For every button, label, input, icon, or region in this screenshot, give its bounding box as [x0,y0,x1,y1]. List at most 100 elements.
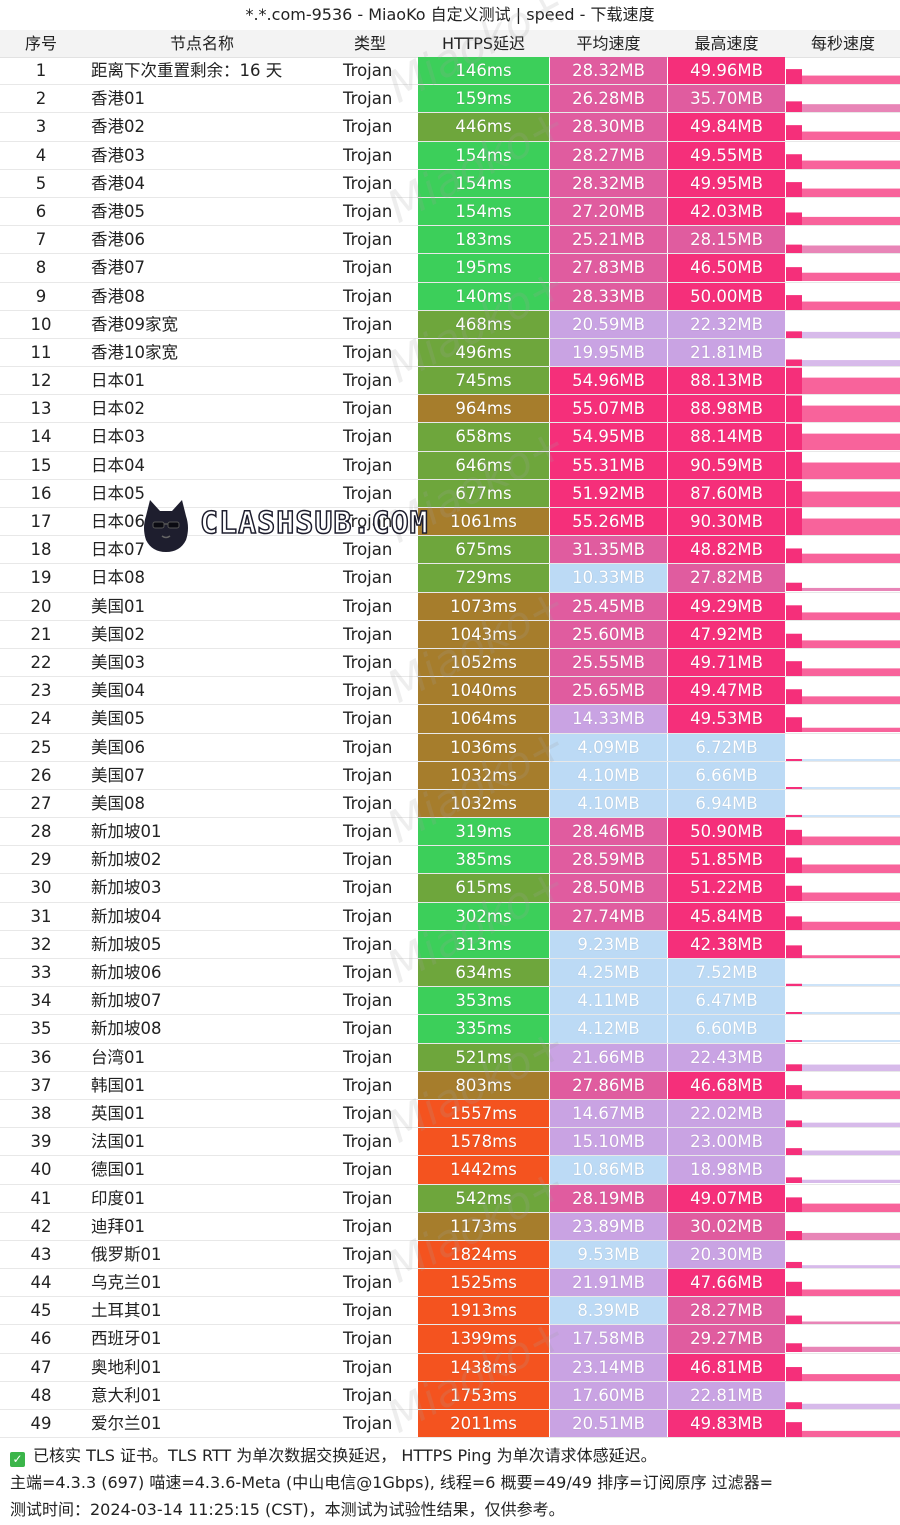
row-avg-speed: 9.53MB [550,1240,667,1269]
sparkline-avg-bar [802,1265,900,1268]
header-avg-speed[interactable]: 平均速度 [576,34,641,53]
table-row[interactable]: 26 美国07 Trojan 1032ms 4.10MB 6.66MB [0,761,900,790]
row-node-name: 香港05 [91,201,145,221]
row-https-latency: 302ms [418,902,549,930]
sparkline-avg-bar [802,1321,900,1325]
header-type[interactable]: 类型 [353,34,386,53]
sparkline-peak-bar [786,1281,802,1297]
row-per-second-sparkline [786,367,900,395]
row-max-speed: 49.95MB [668,169,785,197]
table-row[interactable]: 4 香港03 Trojan 154ms 28.27MB 49.55MB [0,141,900,170]
table-row[interactable]: 6 香港05 Trojan 154ms 27.20MB 42.03MB [0,197,900,227]
table-row[interactable]: 45 土耳其01 Trojan 1913ms 8.39MB 28.27MB [0,1297,900,1326]
row-index: 49 [30,1414,52,1433]
table-row[interactable]: 8 香港07 Trojan 195ms 27.83MB 46.50MB [0,254,900,283]
table-row[interactable]: 38 英国01 Trojan 1557ms 14.67MB 22.02MB [0,1099,900,1129]
sparkline-peak-bar [786,1120,802,1127]
table-row[interactable]: 13 日本02 Trojan 964ms 55.07MB 88.98MB [0,395,900,424]
table-row[interactable]: 49 爱尔兰01 Trojan 2011ms 20.51MB 49.83MB [0,1410,900,1439]
table-row[interactable]: 28 新加坡01 Trojan 319ms 28.46MB 50.90MB [0,818,900,847]
table-row[interactable]: 34 新加坡07 Trojan 353ms 4.11MB 6.47MB [0,987,900,1016]
row-node-name: 新加坡01 [91,822,162,842]
table-row[interactable]: 21 美国02 Trojan 1043ms 25.60MB 47.92MB [0,620,900,649]
row-index: 20 [30,596,52,616]
header-https-latency[interactable]: HTTPS延迟 [441,34,526,53]
header-per-second-speed[interactable]: 每秒速度 [810,34,875,53]
table-row[interactable]: 1 距离下次重置剩余：16 天 Trojan 146ms 28.32MB 49.96MB [0,57,900,86]
sparkline-avg-bar [802,1090,900,1099]
table-row[interactable]: 32 新加坡05 Trojan 313ms 9.23MB 42.38MB [0,930,900,959]
table-row[interactable]: 37 韩国01 Trojan 803ms 27.86MB 46.68MB [0,1071,900,1100]
table-row[interactable]: 47 奥地利01 Trojan 1438ms 23.14MB 46.81MB [0,1353,900,1382]
table-row[interactable]: 9 香港08 Trojan 140ms 28.33MB 50.00MB [0,282,900,311]
table-row[interactable]: 25 美国06 Trojan 1036ms 4.09MB 6.72MB [0,733,900,762]
row-https-latency: 195ms [418,254,549,282]
table-row[interactable]: 5 香港04 Trojan 154ms 28.32MB 49.95MB [0,169,900,198]
row-per-second-sparkline [786,508,900,535]
table-row[interactable]: 35 新加坡08 Trojan 335ms 4.12MB 6.60MB [0,1015,900,1044]
sparkline-avg-bar [802,462,900,479]
row-index: 23 [30,681,52,701]
footer-tls-note: 已核实 TLS 证书。TLS RTT 为单次数据交换延迟， HTTPS Ping… [33,1446,657,1465]
table-row[interactable]: 31 新加坡04 Trojan 302ms 27.74MB 45.84MB [0,902,900,931]
sparkline-avg-bar [802,216,900,225]
row-type: Trojan [343,793,393,813]
row-index: 31 [30,906,52,926]
row-index: 30 [30,878,52,898]
row-max-speed: 47.66MB [668,1269,785,1297]
row-node-name: 印度01 [91,1188,145,1208]
table-row[interactable]: 41 印度01 Trojan 542ms 28.19MB 49.07MB [0,1184,900,1213]
row-index: 7 [35,230,47,250]
row-index: 8 [35,258,47,278]
header-max-speed[interactable]: 最高速度 [694,34,759,53]
table-row[interactable]: 16 日本05 Trojan 677ms 51.92MB 87.60MB [0,479,900,508]
row-index: 32 [30,934,52,954]
table-row[interactable]: 3 香港02 Trojan 446ms 28.30MB 49.84MB [0,113,900,142]
table-row[interactable]: 20 美国01 Trojan 1073ms 25.45MB 49.29MB [0,592,900,621]
table-row[interactable]: 46 西班牙01 Trojan 1399ms 17.58MB 29.27MB [0,1325,900,1354]
row-avg-speed: 28.33MB [550,282,667,310]
row-node-name: 新加坡07 [91,991,162,1011]
table-row[interactable]: 22 美国03 Trojan 1052ms 25.55MB 49.71MB [0,648,900,678]
table-row[interactable]: 14 日本03 Trojan 658ms 54.95MB 88.14MB [0,423,900,452]
row-max-speed: 90.59MB [668,451,785,479]
table-row[interactable]: 18 日本07 Trojan 675ms 31.35MB 48.82MB [0,536,900,565]
row-index: 18 [30,540,52,560]
table-row[interactable]: 36 台湾01 Trojan 521ms 21.66MB 22.43MB [0,1043,900,1072]
table-row[interactable]: 24 美国05 Trojan 1064ms 14.33MB 49.53MB [0,705,900,734]
sparkline-peak-bar [786,331,802,338]
table-row[interactable]: 43 俄罗斯01 Trojan 1824ms 9.53MB 20.30MB [0,1240,900,1270]
row-node-name: 美国04 [91,681,145,701]
table-row[interactable]: 15 日本04 Trojan 646ms 55.31MB 90.59MB [0,451,900,480]
table-row[interactable]: 27 美国08 Trojan 1032ms 4.10MB 6.94MB [0,789,900,819]
row-max-speed: 6.47MB [668,987,785,1015]
table-row[interactable]: 30 新加坡03 Trojan 615ms 28.50MB 51.22MB [0,874,900,903]
row-per-second-sparkline [786,677,900,705]
table-row[interactable]: 23 美国04 Trojan 1040ms 25.65MB 49.47MB [0,677,900,706]
header-index[interactable]: 序号 [24,34,57,53]
row-index: 11 [30,342,52,362]
row-https-latency: 1043ms [418,620,549,648]
table-row[interactable]: 44 乌克兰01 Trojan 1525ms 21.91MB 47.66MB [0,1269,900,1298]
row-type: Trojan [343,709,393,729]
table-row[interactable]: 11 香港10家宽 Trojan 496ms 19.95MB 21.81MB [0,338,900,368]
table-row[interactable]: 10 香港09家宽 Trojan 468ms 20.59MB 22.32MB [0,310,900,339]
header-node-name[interactable]: 节点名称 [169,34,234,53]
table-row[interactable]: 33 新加坡06 Trojan 634ms 4.25MB 7.52MB [0,959,900,988]
table-row[interactable]: 29 新加坡02 Trojan 385ms 28.59MB 51.85MB [0,846,900,875]
table-row[interactable]: 39 法国01 Trojan 1578ms 15.10MB 23.00MB [0,1128,900,1157]
table-row[interactable]: 7 香港06 Trojan 183ms 25.21MB 28.15MB [0,226,900,255]
sparkline-avg-bar [802,728,900,733]
sparkline-avg-bar [802,405,900,423]
table-row[interactable]: 2 香港01 Trojan 159ms 26.28MB 35.70MB [0,85,900,114]
table-row[interactable]: 40 德国01 Trojan 1442ms 10.86MB 18.98MB [0,1156,900,1185]
table-row[interactable]: 19 日本08 Trojan 729ms 10.33MB 27.82MB [0,564,900,593]
sparkline-peak-bar [786,814,802,817]
table-row[interactable]: 48 意大利01 Trojan 1753ms 17.60MB 22.81MB [0,1381,900,1410]
table-row[interactable]: 17 日本06 Trojan 1061ms 55.26MB 90.30MB [0,508,900,537]
table-row[interactable]: 12 日本01 Trojan 745ms 54.96MB 88.13MB [0,367,900,396]
table-row[interactable]: 42 迪拜01 Trojan 1173ms 23.89MB 30.02MB [0,1212,900,1241]
sparkline-peak-bar [786,829,802,846]
footer-line-time: 测试时间：2024-03-14 11:25:15 (CST)，本测试为试验性结果… [10,1500,565,1519]
sparkline-peak-bar [786,1084,802,1099]
